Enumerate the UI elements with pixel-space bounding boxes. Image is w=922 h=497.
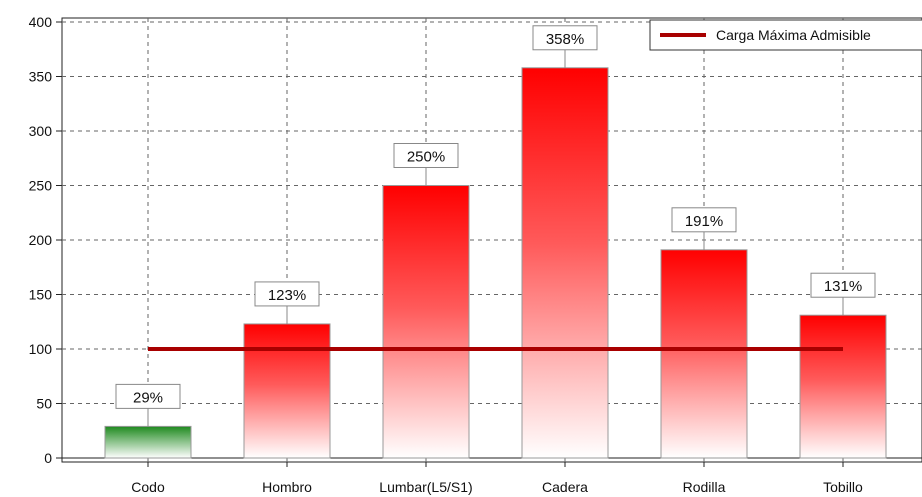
x-axis: Codo Hombro Lumbar(L5/S1) Cadera Rodilla Tobi… <box>62 457 922 495</box>
bar <box>521 67 609 459</box>
bar <box>799 314 887 459</box>
bar <box>243 323 331 459</box>
x-tick-label: Rodilla <box>683 479 726 495</box>
y-tick-label: 200 <box>29 232 53 248</box>
y-tick-label: 300 <box>29 123 53 139</box>
data-label: 29% <box>133 389 163 406</box>
data-label-box <box>254 281 320 307</box>
y-axis: 0 50 100 150 200 250 300 350 400 <box>29 14 62 466</box>
data-labels: 29% 123% 250% 358% 191% 131% <box>115 25 876 427</box>
data-label: 123% <box>268 287 306 304</box>
x-tick-label: Hombro <box>262 479 312 495</box>
x-tick-label: Tobillo <box>823 479 863 495</box>
bars <box>104 67 887 459</box>
bar <box>382 185 470 459</box>
data-label-box <box>671 207 737 233</box>
x-tick-label: Lumbar(L5/S1) <box>379 479 472 495</box>
x-tick-label: Cadera <box>542 479 588 495</box>
y-tick-label: 50 <box>36 396 52 412</box>
data-label-box <box>810 272 876 298</box>
plot-area <box>61 17 922 463</box>
data-label: 131% <box>824 278 862 295</box>
y-tick-label: 350 <box>29 69 53 85</box>
y-tick-label: 250 <box>29 178 53 194</box>
legend-label: Carga Máxima Admisible <box>716 27 871 43</box>
data-label-box <box>115 383 181 409</box>
data-label-box <box>393 143 459 168</box>
y-tick-label: 0 <box>44 450 52 466</box>
data-label: 191% <box>685 213 723 230</box>
data-label: 250% <box>407 149 445 166</box>
y-tick-label: 400 <box>29 14 53 30</box>
bar <box>104 425 192 459</box>
data-label: 358% <box>546 31 584 48</box>
data-label-box <box>532 25 598 51</box>
bar <box>660 249 748 459</box>
legend: Carga Máxima Admisible <box>649 19 922 51</box>
x-tick-label: Codo <box>131 479 165 495</box>
y-tick-label: 100 <box>29 341 53 357</box>
y-tick-label: 150 <box>29 287 53 303</box>
